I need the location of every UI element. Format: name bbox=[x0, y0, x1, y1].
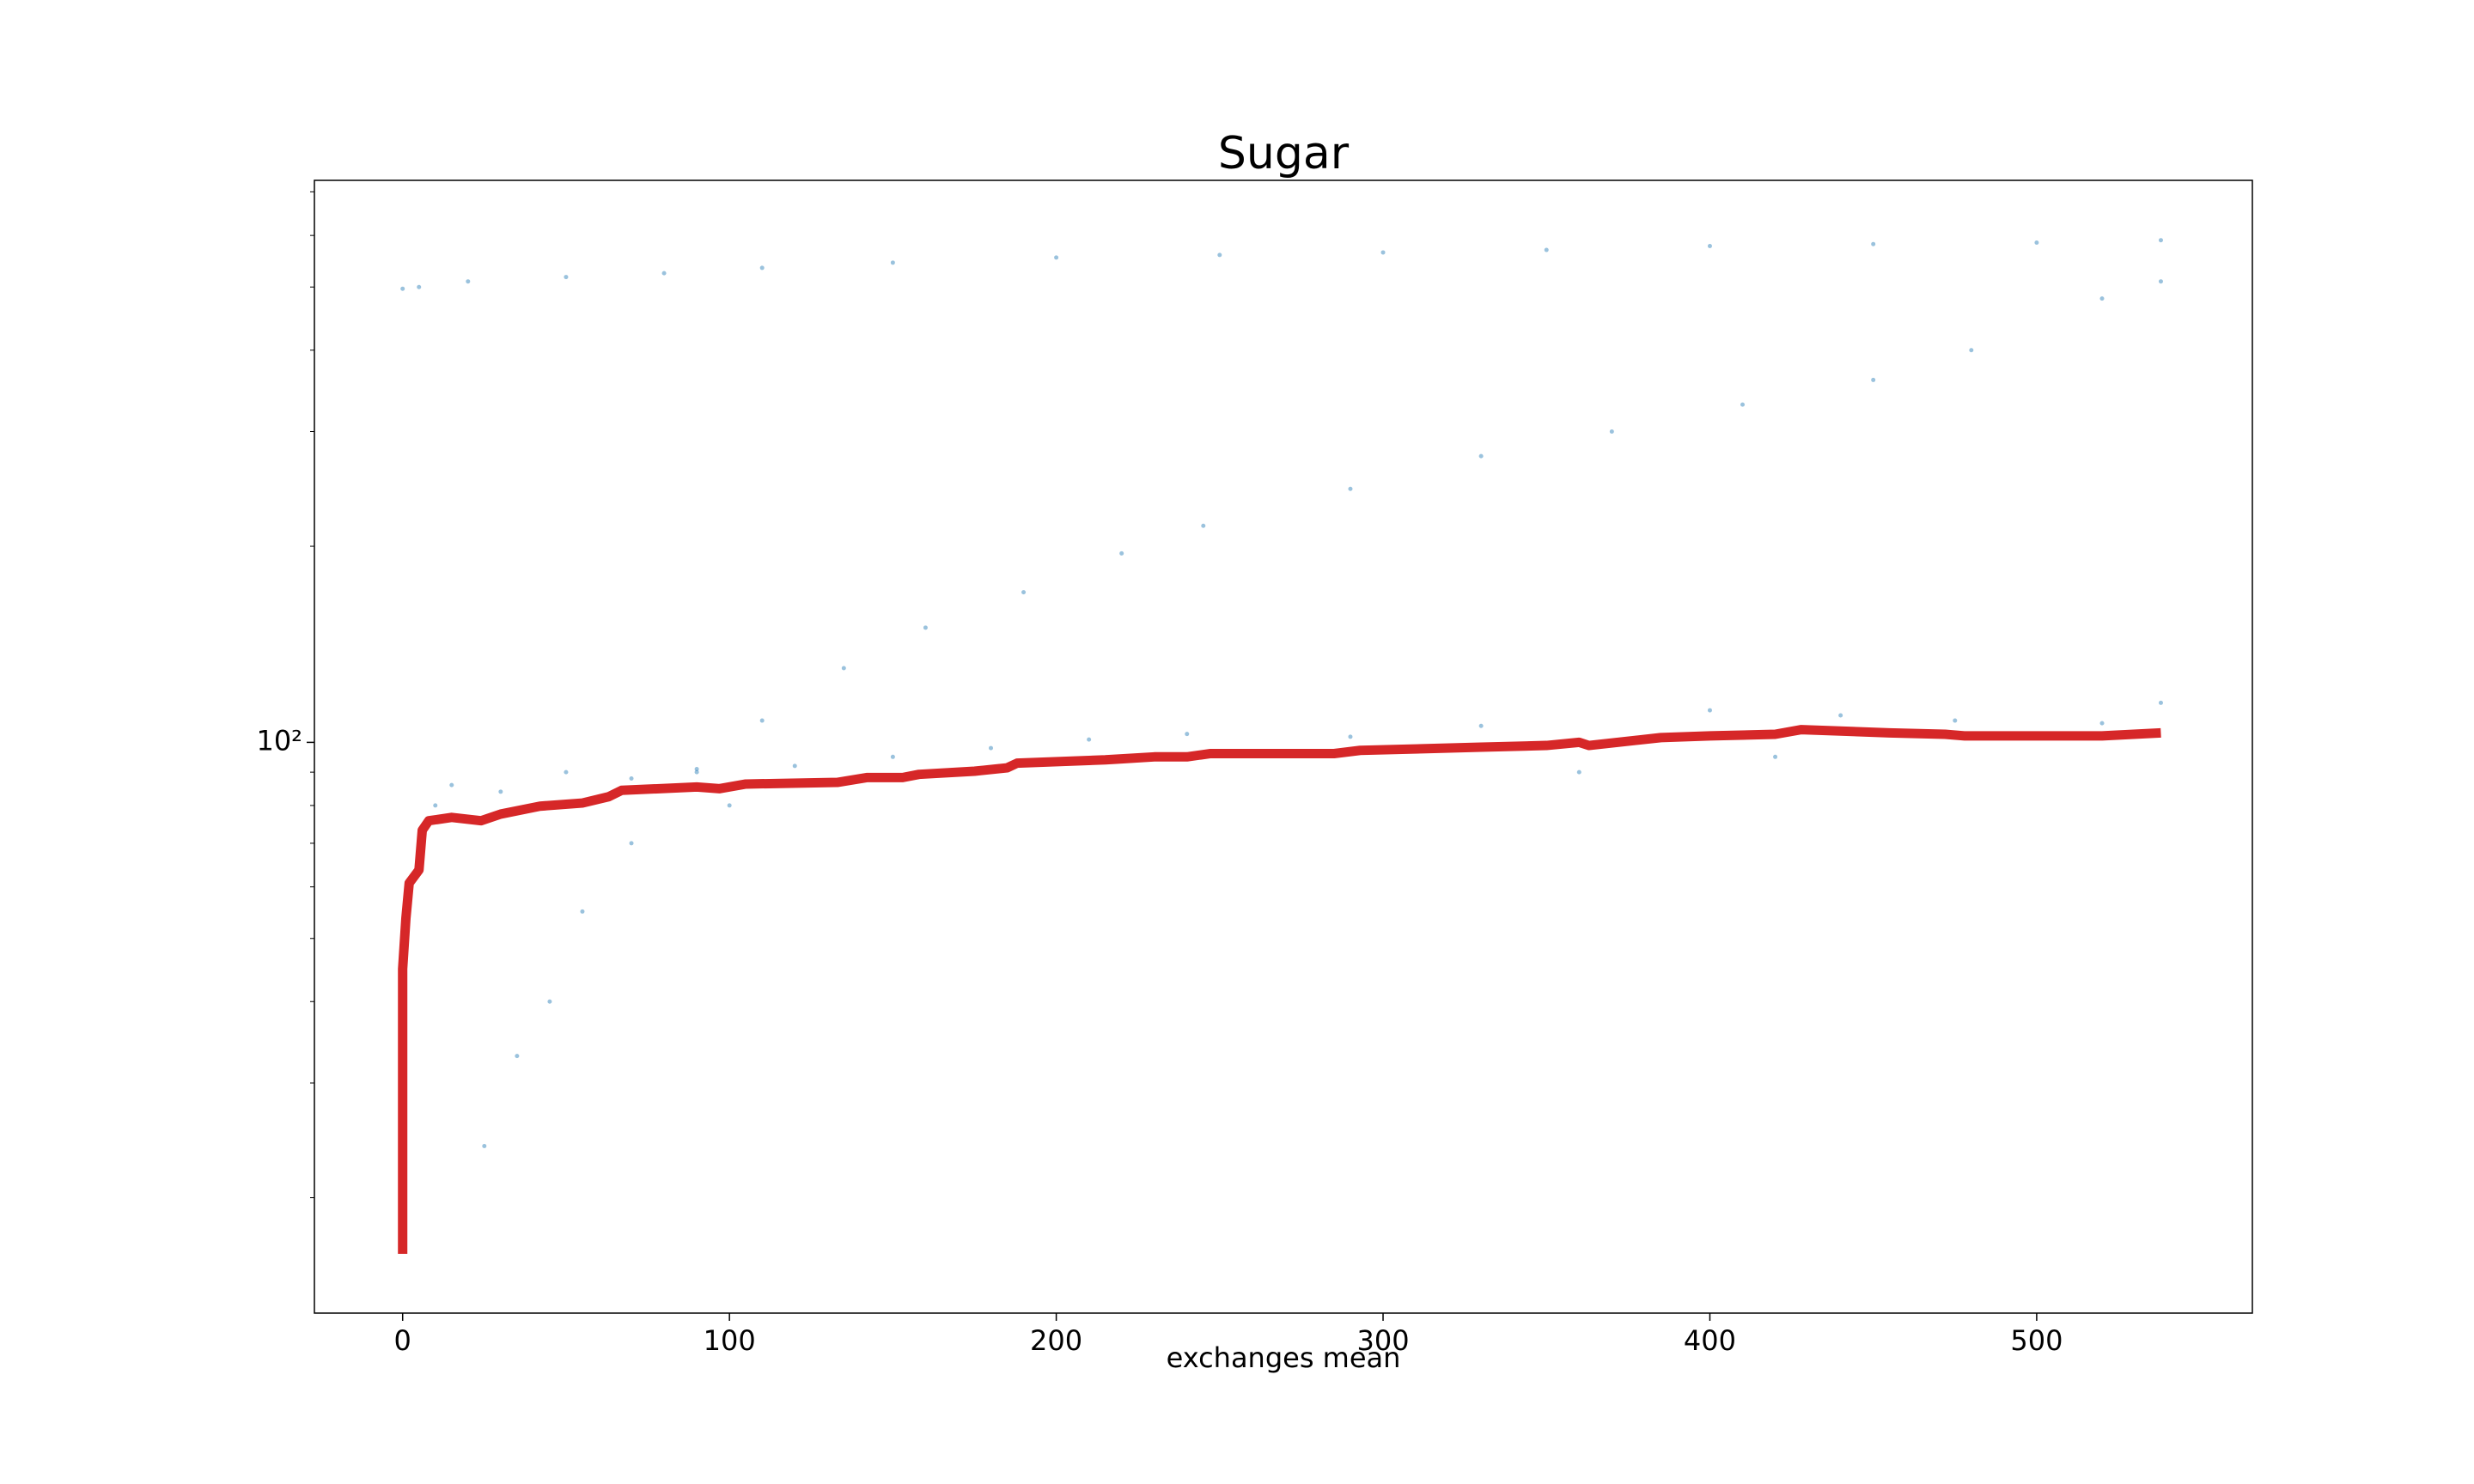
scatter-point bbox=[2099, 721, 2105, 726]
scatter-point bbox=[1119, 550, 1124, 556]
scatter-point bbox=[466, 279, 471, 284]
scatter-point bbox=[1478, 723, 1484, 728]
plot-area bbox=[314, 179, 2253, 1314]
x-tick-label: 500 bbox=[2010, 1324, 2063, 1357]
scatter-point bbox=[1087, 737, 1092, 742]
scatter-point bbox=[433, 803, 438, 808]
scatter-point bbox=[2099, 296, 2105, 301]
scatter-point bbox=[1201, 523, 1206, 528]
scatter-point bbox=[400, 286, 405, 291]
scatter-point bbox=[482, 1144, 487, 1149]
x-tick-label: 400 bbox=[1684, 1324, 1736, 1357]
scatter-point bbox=[498, 789, 503, 794]
scatter-point bbox=[1185, 732, 1190, 737]
scatter-point bbox=[1609, 429, 1614, 434]
scatter-point bbox=[1740, 402, 1746, 407]
scatter-point bbox=[1871, 377, 1876, 382]
scatter-point bbox=[923, 625, 928, 630]
scatter-point bbox=[564, 275, 569, 280]
scatter-point bbox=[890, 260, 895, 265]
scatter-point bbox=[629, 841, 634, 846]
scatter-point bbox=[417, 284, 422, 289]
scatter-point bbox=[564, 769, 569, 775]
scatter-point bbox=[2158, 700, 2163, 705]
scatter-point bbox=[1773, 754, 1778, 759]
scatter-point bbox=[2158, 279, 2163, 284]
scatter-point bbox=[694, 769, 699, 775]
scatter-point bbox=[2158, 238, 2163, 243]
scatter-point bbox=[2034, 240, 2039, 245]
x-axis-label: exchanges mean bbox=[1167, 1341, 1401, 1374]
scatter-point bbox=[1544, 247, 1549, 252]
x-tick-label: 200 bbox=[1030, 1324, 1082, 1357]
scatter-point bbox=[694, 766, 699, 771]
scatter-point bbox=[1348, 734, 1353, 739]
scatter-point bbox=[1576, 769, 1581, 775]
x-tick-label: 300 bbox=[1356, 1324, 1409, 1357]
scatter-point bbox=[890, 754, 895, 759]
scatter-point bbox=[1707, 708, 1712, 713]
scatter-point bbox=[1838, 713, 1843, 718]
scatter-point bbox=[547, 999, 552, 1004]
scatter-point bbox=[449, 782, 454, 788]
x-tick-label: 0 bbox=[394, 1324, 411, 1357]
scatter-point bbox=[580, 909, 585, 914]
scatter-point bbox=[661, 271, 667, 276]
scatter-point bbox=[989, 745, 994, 751]
scatter-point bbox=[1021, 590, 1027, 595]
scatter-point bbox=[1707, 243, 1712, 248]
scatter-point bbox=[629, 776, 634, 782]
scatter-point bbox=[1969, 348, 1974, 353]
scatter-point bbox=[515, 1054, 520, 1059]
scatter-point bbox=[1871, 241, 1876, 246]
scatter-point bbox=[759, 718, 765, 723]
x-tick-label: 100 bbox=[704, 1324, 756, 1357]
chart-title: Sugar bbox=[1218, 128, 1350, 179]
scatter-point bbox=[1380, 250, 1386, 255]
scatter-point bbox=[1217, 252, 1222, 258]
scatter-point bbox=[727, 803, 732, 808]
y-tick-label: 10² bbox=[256, 724, 302, 757]
scatter-point bbox=[1478, 453, 1484, 459]
scatter-point bbox=[1953, 718, 1958, 723]
scatter-point bbox=[1054, 255, 1059, 260]
scatter-point bbox=[792, 763, 797, 769]
scatter-point bbox=[1348, 486, 1353, 491]
line-series bbox=[398, 725, 2161, 1254]
scatter-point bbox=[759, 265, 765, 271]
scatter-point bbox=[841, 666, 846, 671]
